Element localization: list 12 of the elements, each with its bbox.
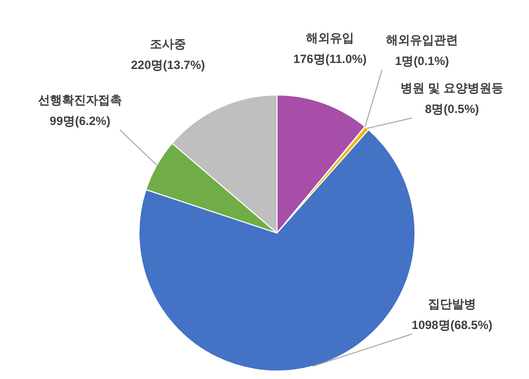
data-label: 99명(6.2%) [50,114,110,128]
data-label: 8명(0.5%) [424,102,480,116]
data-label: 176명(11.0%) [293,52,367,66]
slice-label: 해외유입 [306,31,354,45]
data-label: 220명(13.7%) [130,58,206,72]
slice-label: 선행확진자접촉 [38,93,122,107]
slice-label: 병원 및 요양병원등 [400,81,504,95]
data-label: 1명(0.1%) [394,54,450,68]
slice-label: 집단발병 [428,297,476,311]
slice-label: 조사중 [150,37,186,51]
data-label: 1098명(68.5%) [412,318,492,332]
slice-label: 해외유입관련 [386,33,458,47]
